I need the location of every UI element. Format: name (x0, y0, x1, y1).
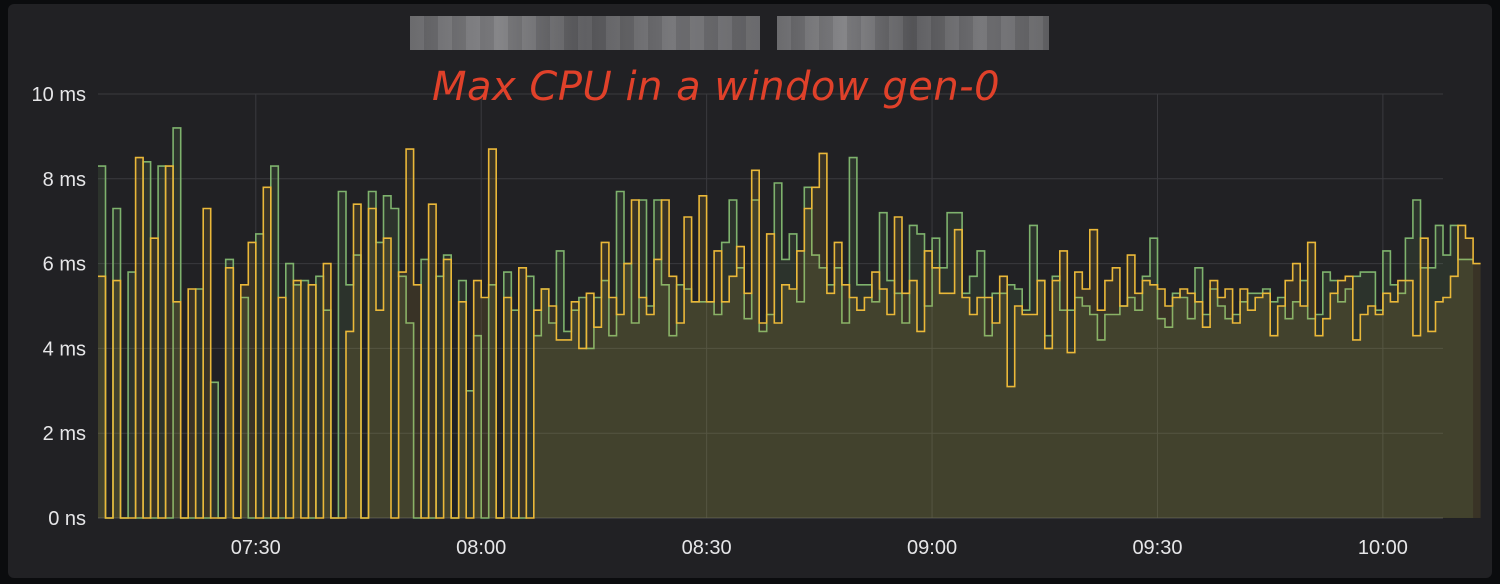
redacted-title-part-1 (410, 16, 760, 50)
grid (98, 93, 1443, 519)
y-tick-label: 8 ms (43, 169, 86, 191)
y-axis-ticks: 0 ns 2 ms 4 ms 6 ms 8 ms 10 ms (32, 84, 86, 530)
y-tick-label: 4 ms (43, 338, 86, 360)
x-axis-ticks: 07:30 08:00 08:30 09:00 09:30 10:00 (231, 537, 1408, 559)
x-tick-label: 09:00 (907, 537, 957, 559)
chart-annotation: Max CPU in a window gen-0 (432, 64, 1001, 110)
series-layer (98, 127, 1481, 519)
y-tick-label: 10 ms (32, 84, 86, 106)
x-tick-label: 07:30 (231, 537, 281, 559)
series-2-line (98, 148, 1481, 519)
x-tick-label: 10:00 (1358, 537, 1408, 559)
y-tick-label: 0 ns (48, 508, 86, 530)
series-1-area (98, 127, 1474, 519)
y-tick-label: 6 ms (43, 254, 86, 276)
y-tick-label: 2 ms (43, 423, 86, 445)
redacted-title-part-2 (777, 16, 1049, 50)
x-tick-label: 08:00 (456, 537, 506, 559)
x-tick-label: 08:30 (682, 537, 732, 559)
x-tick-label: 09:30 (1132, 537, 1182, 559)
